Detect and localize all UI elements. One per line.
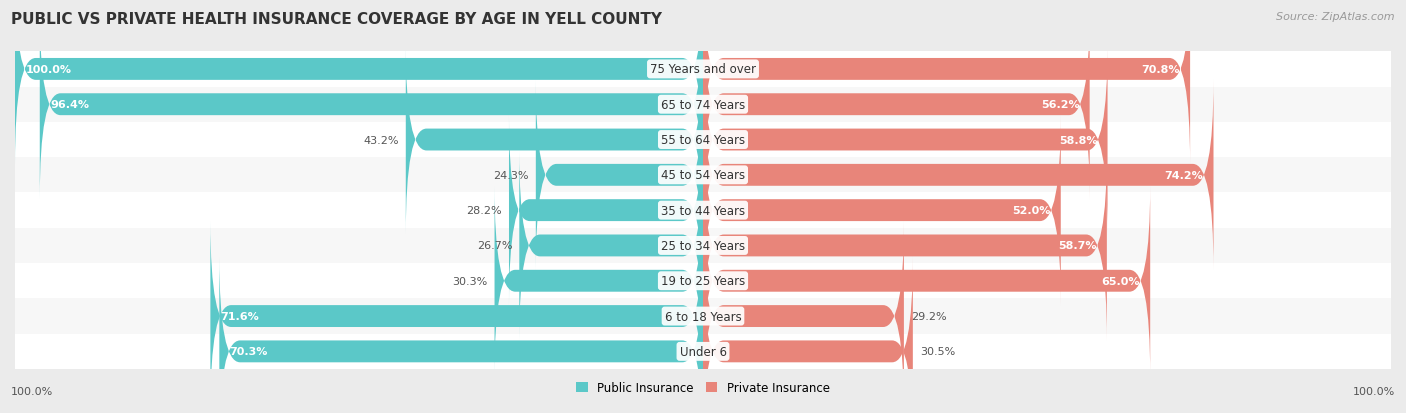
FancyBboxPatch shape xyxy=(15,193,1391,228)
FancyBboxPatch shape xyxy=(703,257,912,413)
Text: 6 to 18 Years: 6 to 18 Years xyxy=(665,310,741,323)
Text: 24.3%: 24.3% xyxy=(494,171,529,180)
FancyBboxPatch shape xyxy=(703,116,1060,305)
Text: 70.3%: 70.3% xyxy=(229,347,269,356)
FancyBboxPatch shape xyxy=(219,257,703,413)
FancyBboxPatch shape xyxy=(15,0,703,164)
Text: 35 to 44 Years: 35 to 44 Years xyxy=(661,204,745,217)
FancyBboxPatch shape xyxy=(703,45,1108,235)
Text: 75 Years and over: 75 Years and over xyxy=(650,63,756,76)
Text: 43.2%: 43.2% xyxy=(363,135,399,145)
FancyBboxPatch shape xyxy=(703,221,904,411)
Text: 100.0%: 100.0% xyxy=(1353,387,1395,396)
FancyBboxPatch shape xyxy=(15,263,1391,299)
FancyBboxPatch shape xyxy=(15,299,1391,334)
Text: 74.2%: 74.2% xyxy=(1164,171,1204,180)
FancyBboxPatch shape xyxy=(519,151,703,341)
Text: 29.2%: 29.2% xyxy=(911,311,946,321)
FancyBboxPatch shape xyxy=(39,10,703,200)
FancyBboxPatch shape xyxy=(536,81,703,270)
FancyBboxPatch shape xyxy=(15,88,1391,123)
Text: PUBLIC VS PRIVATE HEALTH INSURANCE COVERAGE BY AGE IN YELL COUNTY: PUBLIC VS PRIVATE HEALTH INSURANCE COVER… xyxy=(11,12,662,27)
Text: 55 to 64 Years: 55 to 64 Years xyxy=(661,134,745,147)
FancyBboxPatch shape xyxy=(509,116,703,305)
Text: 30.3%: 30.3% xyxy=(453,276,488,286)
FancyBboxPatch shape xyxy=(703,81,1213,270)
FancyBboxPatch shape xyxy=(15,228,1391,263)
Text: 30.5%: 30.5% xyxy=(920,347,955,356)
FancyBboxPatch shape xyxy=(703,10,1090,200)
Text: 70.8%: 70.8% xyxy=(1142,65,1180,75)
FancyBboxPatch shape xyxy=(406,45,703,235)
Text: 100.0%: 100.0% xyxy=(11,387,53,396)
Text: 25 to 34 Years: 25 to 34 Years xyxy=(661,240,745,252)
Text: 65 to 74 Years: 65 to 74 Years xyxy=(661,98,745,112)
Text: 71.6%: 71.6% xyxy=(221,311,260,321)
Text: 28.2%: 28.2% xyxy=(467,206,502,216)
Text: 65.0%: 65.0% xyxy=(1101,276,1140,286)
Text: 26.7%: 26.7% xyxy=(477,241,512,251)
FancyBboxPatch shape xyxy=(15,123,1391,158)
Text: 100.0%: 100.0% xyxy=(25,65,72,75)
FancyBboxPatch shape xyxy=(703,186,1150,376)
Text: Source: ZipAtlas.com: Source: ZipAtlas.com xyxy=(1277,12,1395,22)
Text: Under 6: Under 6 xyxy=(679,345,727,358)
Text: 58.7%: 58.7% xyxy=(1059,241,1097,251)
FancyBboxPatch shape xyxy=(495,186,703,376)
Text: 52.0%: 52.0% xyxy=(1012,206,1050,216)
FancyBboxPatch shape xyxy=(15,334,1391,369)
FancyBboxPatch shape xyxy=(211,221,703,411)
FancyBboxPatch shape xyxy=(15,52,1391,88)
Legend: Public Insurance, Private Insurance: Public Insurance, Private Insurance xyxy=(571,377,835,399)
Text: 58.8%: 58.8% xyxy=(1059,135,1097,145)
Text: 45 to 54 Years: 45 to 54 Years xyxy=(661,169,745,182)
Text: 19 to 25 Years: 19 to 25 Years xyxy=(661,275,745,287)
FancyBboxPatch shape xyxy=(703,151,1107,341)
Text: 96.4%: 96.4% xyxy=(51,100,89,110)
FancyBboxPatch shape xyxy=(15,158,1391,193)
Text: 56.2%: 56.2% xyxy=(1040,100,1080,110)
FancyBboxPatch shape xyxy=(703,0,1189,164)
